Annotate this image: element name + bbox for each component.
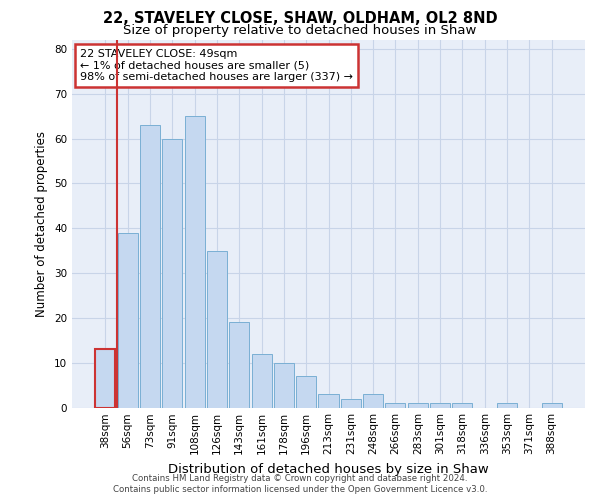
Bar <box>385 403 406 407</box>
Text: 22 STAVELEY CLOSE: 49sqm
← 1% of detached houses are smaller (5)
98% of semi-det: 22 STAVELEY CLOSE: 49sqm ← 1% of detache… <box>80 49 353 82</box>
Bar <box>363 394 383 407</box>
Y-axis label: Number of detached properties: Number of detached properties <box>35 130 49 317</box>
Bar <box>341 398 361 407</box>
Text: Size of property relative to detached houses in Shaw: Size of property relative to detached ho… <box>124 24 476 37</box>
Text: Contains HM Land Registry data © Crown copyright and database right 2024.
Contai: Contains HM Land Registry data © Crown c… <box>113 474 487 494</box>
Bar <box>118 232 138 408</box>
Bar <box>140 125 160 408</box>
Bar <box>542 403 562 407</box>
Bar <box>229 322 249 408</box>
Bar <box>408 403 428 407</box>
Bar <box>296 376 316 408</box>
Bar <box>207 250 227 408</box>
Bar <box>251 354 272 408</box>
Bar <box>497 403 517 407</box>
Text: 22, STAVELEY CLOSE, SHAW, OLDHAM, OL2 8ND: 22, STAVELEY CLOSE, SHAW, OLDHAM, OL2 8N… <box>103 11 497 26</box>
Bar <box>274 362 294 408</box>
X-axis label: Distribution of detached houses by size in Shaw: Distribution of detached houses by size … <box>168 463 489 476</box>
Bar <box>162 138 182 407</box>
Bar <box>319 394 338 407</box>
Bar <box>95 349 115 408</box>
Bar <box>185 116 205 408</box>
Bar <box>452 403 472 407</box>
Bar <box>430 403 450 407</box>
